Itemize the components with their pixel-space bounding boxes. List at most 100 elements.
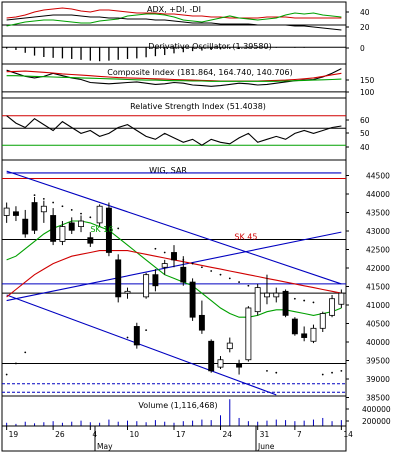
pane-rsi-title: Relative Strength Index (51.4038) bbox=[130, 102, 266, 111]
pane-price: WIG, SAR SK 16 SK 45 44500 44000 43500 43000… bbox=[1, 159, 390, 402]
sar-dot-6 bbox=[61, 205, 64, 208]
candle-29 bbox=[273, 287, 280, 303]
candle-1 bbox=[12, 206, 19, 222]
price-tick-label-9: 40000 bbox=[366, 338, 390, 347]
pane-rsi-ticks: 60 50 40 bbox=[346, 116, 370, 152]
candle-body-15 bbox=[143, 274, 150, 298]
candle-body-30 bbox=[282, 290, 289, 316]
candle-body-2 bbox=[22, 218, 29, 235]
candle-10 bbox=[96, 204, 103, 227]
x-tick-label-0: 19 bbox=[9, 430, 19, 439]
price-tick-label-2: 43500 bbox=[366, 208, 390, 217]
pane-price-title: WIG, SAR bbox=[149, 166, 187, 175]
sar-dot-22 bbox=[210, 270, 213, 272]
sar-dot-32 bbox=[303, 299, 306, 302]
candle-30 bbox=[282, 289, 289, 318]
pane-volume-title: Volume (1,116,468) bbox=[138, 401, 217, 410]
candle-body-9 bbox=[87, 237, 94, 244]
candle-31 bbox=[291, 317, 298, 336]
candle-body-0 bbox=[3, 207, 10, 216]
candle-body-21 bbox=[198, 314, 205, 331]
candle-body-34 bbox=[319, 313, 326, 329]
candle-body-11 bbox=[105, 207, 112, 253]
candle-25 bbox=[236, 359, 243, 375]
rsi-tick-label-2: 40 bbox=[360, 143, 370, 152]
sar-dot-29 bbox=[275, 371, 278, 374]
candle-body-5 bbox=[50, 215, 57, 242]
candle-2 bbox=[22, 209, 29, 238]
price-tick-label-4: 42500 bbox=[366, 245, 390, 254]
candle-15 bbox=[143, 272, 150, 299]
pane-adx: ADX, +DI, -DI 40 20 bbox=[1, 1, 370, 37]
candle-27 bbox=[254, 283, 261, 316]
comp-series-1 bbox=[6, 70, 342, 82]
rsi-tick-label-0: 60 bbox=[360, 116, 370, 125]
pane-deriv-title: Derivative Oscillator (1.39580) bbox=[148, 42, 271, 51]
sar-dot-1 bbox=[15, 362, 17, 365]
candle-23 bbox=[217, 356, 224, 369]
sar-dot-28 bbox=[266, 369, 268, 372]
x-tick-label-7: 7 bbox=[297, 430, 302, 439]
candle-body-22 bbox=[208, 340, 215, 372]
price-tick-label-3: 43000 bbox=[366, 227, 390, 236]
candle-body-18 bbox=[171, 252, 177, 261]
candle-4 bbox=[40, 200, 47, 223]
adx-tick-label-0: 40 bbox=[360, 8, 370, 17]
candle-body-20 bbox=[189, 281, 196, 318]
price-tick-label-10: 39500 bbox=[366, 356, 390, 365]
candle-13 bbox=[124, 287, 131, 299]
pane-deriv-series bbox=[2, 46, 346, 62]
candle-body-13 bbox=[124, 290, 131, 294]
sar-dot-3 bbox=[33, 194, 36, 197]
price-annotation-0: SK 16 bbox=[90, 225, 113, 234]
rsi-tick-label-1: 50 bbox=[360, 129, 370, 138]
x-tick-label-6: 31 bbox=[260, 430, 270, 439]
pane-rsi: Relative Strength Index (51.4038) 60 50 40 bbox=[1, 97, 370, 161]
x-axis-ticks: 1926410172431714MayJune bbox=[6, 426, 353, 451]
candle-body-36 bbox=[338, 292, 345, 305]
x-tick-label-1: 26 bbox=[55, 430, 65, 439]
sar-dot-25 bbox=[238, 281, 240, 283]
price-trendline-0 bbox=[6, 170, 342, 285]
sar-dot-5 bbox=[52, 201, 55, 204]
sar-dot-23 bbox=[219, 273, 222, 276]
rsi-series-0 bbox=[6, 115, 342, 146]
candle-18 bbox=[171, 245, 177, 268]
adx-series-0 bbox=[6, 7, 342, 19]
candle-body-35 bbox=[329, 298, 336, 316]
x-month-label-0: May bbox=[97, 442, 113, 451]
price-annotation-1: SK 45 bbox=[234, 233, 257, 242]
sar-dot-21 bbox=[200, 266, 203, 269]
candle-8 bbox=[78, 215, 84, 233]
candle-body-6 bbox=[59, 226, 66, 242]
pane-volume-series bbox=[6, 399, 342, 426]
candle-body-3 bbox=[31, 202, 38, 231]
candle-32 bbox=[301, 326, 308, 342]
candle-19 bbox=[180, 256, 187, 286]
sar-dot-35 bbox=[331, 371, 333, 374]
pane-comp-title: Composite Index (181.864, 164.740, 140.7… bbox=[107, 68, 292, 77]
sar-dot-24 bbox=[228, 277, 231, 280]
candle-26 bbox=[245, 306, 252, 362]
price-tick-label-5: 42000 bbox=[366, 264, 390, 273]
candle-body-33 bbox=[310, 327, 317, 342]
comp-series-2 bbox=[6, 75, 342, 82]
sar-dot-13 bbox=[126, 336, 129, 339]
sar-dot-7 bbox=[70, 209, 73, 211]
sar-dot-15 bbox=[145, 329, 148, 332]
candle-body-7 bbox=[68, 222, 75, 231]
candle-body-28 bbox=[264, 292, 270, 298]
candle-17 bbox=[161, 259, 168, 275]
sar-dot-31 bbox=[293, 297, 296, 300]
volume-tick-label-0: 400000 bbox=[362, 405, 391, 414]
price-tick-label-11: 39000 bbox=[366, 375, 390, 384]
pane-adx-title: ADX, +DI, -DI bbox=[147, 5, 201, 14]
candle-16 bbox=[152, 269, 159, 292]
adx-series-1 bbox=[6, 12, 342, 27]
candle-5 bbox=[50, 208, 57, 246]
candle-20 bbox=[189, 278, 196, 321]
candle-body-31 bbox=[291, 318, 298, 335]
